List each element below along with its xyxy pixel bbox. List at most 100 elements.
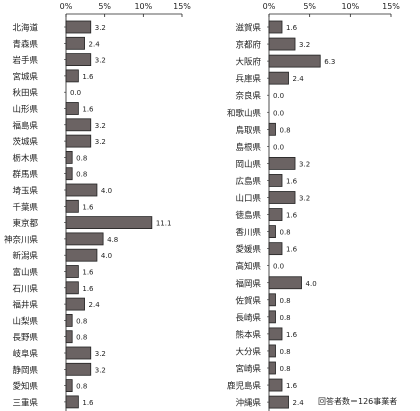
bar — [268, 344, 276, 358]
category-label: 岡山県 — [235, 159, 261, 170]
bar — [65, 395, 79, 409]
category-label: 熊本県 — [235, 329, 261, 340]
category-label: 岐阜県 — [12, 349, 38, 360]
bar — [268, 156, 296, 170]
bar — [65, 346, 92, 360]
x-tick-label: 0% — [263, 2, 276, 11]
value-label: 3.2 — [95, 366, 106, 374]
category-label: 新潟県 — [12, 251, 38, 262]
x-tick-label: 15% — [382, 2, 400, 11]
value-label: 3.2 — [95, 122, 106, 130]
category-label: 富山県 — [12, 267, 38, 278]
value-label: 1.6 — [82, 399, 94, 407]
bar — [268, 361, 276, 375]
value-label: 0.8 — [76, 154, 87, 162]
bar — [65, 150, 73, 164]
value-label: 3.2 — [95, 350, 106, 358]
category-label: 愛媛県 — [235, 244, 261, 255]
bar — [65, 330, 73, 344]
category-label: 愛知県 — [12, 381, 38, 392]
category-label: 鳥取県 — [235, 125, 261, 136]
x-tick-label: 0% — [60, 2, 73, 11]
value-label: 0.8 — [280, 365, 291, 373]
value-label: 1.6 — [286, 177, 298, 185]
value-label: 0.8 — [76, 334, 87, 342]
bar — [268, 54, 321, 68]
value-label: 0.0 — [273, 92, 284, 100]
value-label: 1.6 — [82, 203, 94, 211]
category-label: 山梨県 — [12, 316, 38, 327]
x-tick-label: 10% — [341, 2, 359, 11]
bar — [268, 225, 276, 239]
bar — [65, 53, 92, 66]
value-label: 1.6 — [82, 269, 94, 277]
category-label: 神奈川県 — [4, 234, 39, 245]
bar — [65, 118, 92, 132]
category-label: 鹿児島県 — [227, 381, 262, 392]
category-label: 石川県 — [12, 284, 38, 294]
category-label: 青森県 — [12, 39, 38, 50]
bar — [268, 174, 283, 187]
category-label: 北海道 — [12, 23, 38, 34]
value-label: 0.8 — [280, 297, 291, 305]
value-label: 0.0 — [273, 143, 284, 151]
bar — [65, 69, 79, 83]
category-label: 沖縄県 — [235, 398, 261, 409]
category-label: 大阪府 — [235, 57, 261, 68]
category-label: 栃木県 — [12, 153, 38, 164]
value-label: 0.8 — [280, 229, 291, 237]
bar — [268, 208, 283, 221]
category-label: 岩手県 — [12, 55, 38, 66]
bar — [65, 281, 79, 295]
value-label: 1.6 — [82, 285, 94, 293]
value-label: 1.6 — [82, 106, 94, 114]
bar — [268, 395, 289, 409]
value-label: 3.2 — [299, 195, 310, 203]
bar — [65, 362, 92, 376]
category-label: 福井県 — [12, 300, 38, 311]
category-label: 東京都 — [12, 218, 38, 229]
x-tick-label: 5% — [98, 2, 111, 11]
bar — [65, 297, 85, 311]
bar — [268, 37, 296, 51]
value-label: 0.8 — [280, 348, 291, 356]
bar — [268, 122, 276, 136]
value-label: 4.0 — [101, 187, 112, 195]
value-label: 0.8 — [76, 171, 87, 179]
category-label: 群馬県 — [12, 169, 38, 180]
bar — [268, 20, 283, 34]
value-label: 3.2 — [95, 24, 106, 32]
value-label: 2.4 — [89, 40, 101, 48]
bar — [268, 310, 276, 324]
category-label: 高知県 — [235, 261, 261, 272]
bar — [65, 183, 98, 197]
bar — [65, 134, 92, 148]
value-label: 1.6 — [286, 24, 298, 32]
bar — [268, 276, 302, 290]
value-label: 4.0 — [101, 252, 112, 260]
value-label: 6.3 — [324, 58, 335, 66]
category-label: 滋賀県 — [235, 23, 261, 34]
value-label: 4.8 — [107, 236, 118, 244]
x-tick-label: 5% — [303, 2, 316, 11]
category-label: 山口県 — [235, 193, 261, 204]
category-label: 千葉県 — [12, 202, 38, 213]
value-label: 3.2 — [299, 160, 310, 168]
bar — [65, 379, 73, 393]
value-label: 1.6 — [286, 382, 298, 390]
category-label: 秋田県 — [12, 88, 38, 99]
bar — [65, 216, 153, 230]
value-label: 11.1 — [156, 220, 172, 228]
category-label: 佐賀県 — [235, 295, 261, 306]
category-label: 香川県 — [235, 227, 261, 238]
bar — [65, 20, 92, 34]
value-label: 2.4 — [89, 301, 101, 309]
value-label: 0.0 — [273, 263, 284, 271]
value-label: 0.8 — [280, 126, 291, 134]
category-label: 宮崎県 — [235, 364, 261, 375]
category-label: 静岡県 — [12, 365, 38, 376]
category-label: 京都府 — [235, 40, 261, 51]
value-label: 0.8 — [76, 317, 87, 325]
